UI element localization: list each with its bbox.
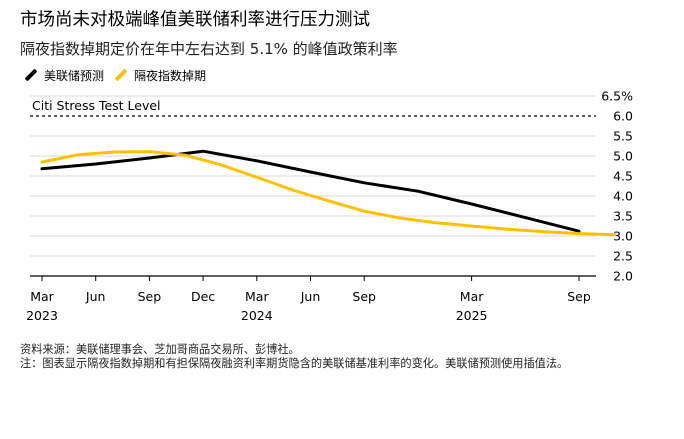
x-tick-label: Sep: [567, 289, 591, 304]
x-tick-label: Mar: [30, 289, 54, 304]
x-tick-label: Mar: [460, 289, 484, 304]
y-tick-label: 2.5: [613, 249, 633, 264]
x-tick-label: Mar: [245, 289, 269, 304]
y-tick-label: 4.0: [613, 189, 633, 204]
y-tick-label: 4.5: [613, 169, 633, 184]
x-tick-label: Jun: [85, 289, 106, 304]
legend-label-fed: 美联储预测: [44, 68, 105, 83]
legend-item-ois: 隔夜指数掉期: [114, 67, 206, 84]
y-tick-label: 2.0: [613, 269, 633, 284]
y-tick-label: 6.5%: [601, 89, 633, 104]
chart-note: 注：图表显示隔夜指数掉期和有担保隔夜融资利率期货隐含的美联储基准利率的变化。美联…: [20, 357, 569, 370]
y-tick-label: 5.5: [613, 129, 633, 144]
chart-footer: 资料来源：美联储理事会、芝加哥商品交易所、彭博社。 注：图表显示隔夜指数掉期和有…: [20, 343, 670, 371]
series-line-ois: [40, 150, 617, 237]
x-tick-label: Jun: [300, 289, 321, 304]
y-tick-label: 3.0: [613, 229, 633, 244]
chart-title: 市场尚未对极端峰值美联储利率进行压力测试: [20, 10, 370, 30]
x-tick-label: Dec: [191, 289, 215, 304]
x-year-label: 2023: [26, 308, 58, 323]
y-tick-label: 5.0: [613, 149, 633, 164]
reference-line-label: Citi Stress Test Level: [32, 98, 161, 113]
y-tick-label: 6.0: [613, 109, 633, 124]
line-chart: 2.0 2.5 3.0 3.5 4.0 4.5 5.0 5.5 6.0 6.5% Citi Stre…: [26, 89, 633, 324]
legend-item-fed: 美联储预测: [24, 67, 104, 84]
chart-subtitle: 隔夜指数掉期定价在年中左右达到 5.1% 的峰值政策利率: [20, 40, 398, 58]
x-year-label: 2025: [456, 308, 488, 323]
y-tick-label: 3.5: [613, 209, 633, 224]
legend-label-ois: 隔夜指数掉期: [134, 68, 207, 83]
x-year-label: 2024: [241, 308, 273, 323]
source-note: 资料来源：美联储理事会、芝加哥商品交易所、彭博社。: [20, 343, 300, 356]
chart-legend: 美联储预测 隔夜指数掉期: [24, 66, 216, 84]
x-tick-label: Sep: [352, 289, 376, 304]
x-tick-label: Sep: [138, 289, 162, 304]
series-line-fed-forecast: [40, 149, 581, 233]
